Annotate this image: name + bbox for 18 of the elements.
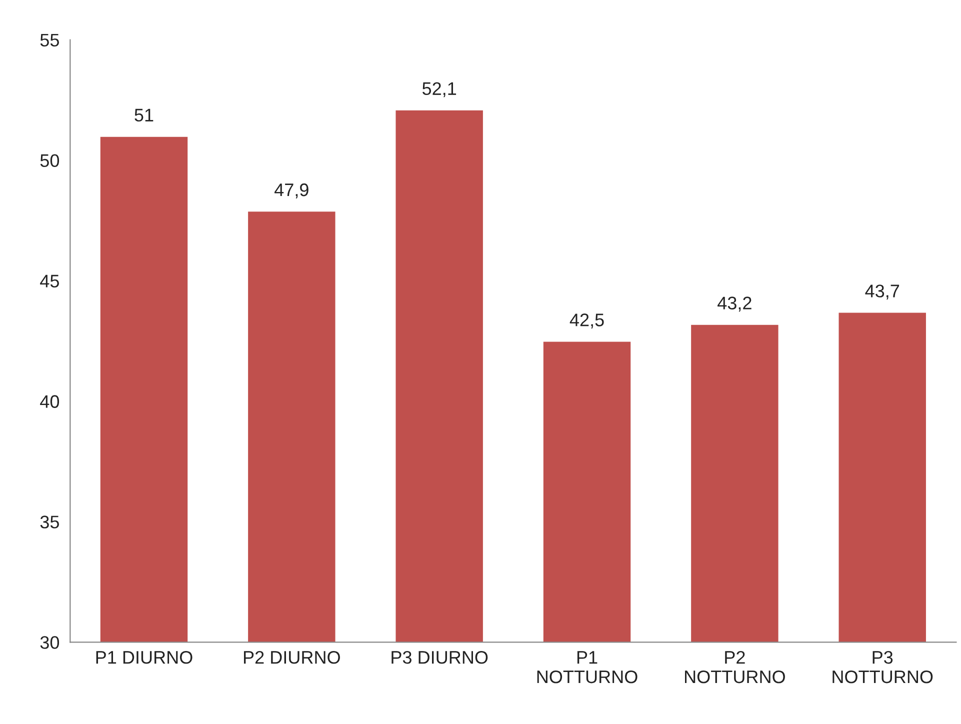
x-tick-label: P3 DIURNO (392, 651, 488, 664)
data-label: 43,7 (865, 284, 900, 300)
data-label: 42,5 (570, 314, 604, 328)
y-tick-label: 40 (40, 395, 60, 408)
y-tick-label: 55 (40, 34, 59, 47)
x-tick-label: P1 NOTTURNO (537, 651, 638, 684)
data-label: 52,1 (422, 82, 456, 98)
y-tick-label: 45 (40, 274, 59, 288)
x-tick-label: P2 DIURNO (244, 651, 340, 664)
x-tick-label: P2 NOTTURNO (685, 651, 785, 684)
y-tick-label: 50 (40, 154, 60, 168)
data-label: 43,2 (718, 296, 752, 312)
y-tick-label: 30 (40, 636, 60, 649)
x-tick-label: P1 DIURNO (96, 651, 192, 664)
data-label: 47,9 (274, 183, 308, 198)
x-tick-label: P3 NOTTURNO (832, 651, 933, 684)
y-tick-label: 35 (40, 516, 59, 528)
data-label: 51 (134, 108, 154, 122)
